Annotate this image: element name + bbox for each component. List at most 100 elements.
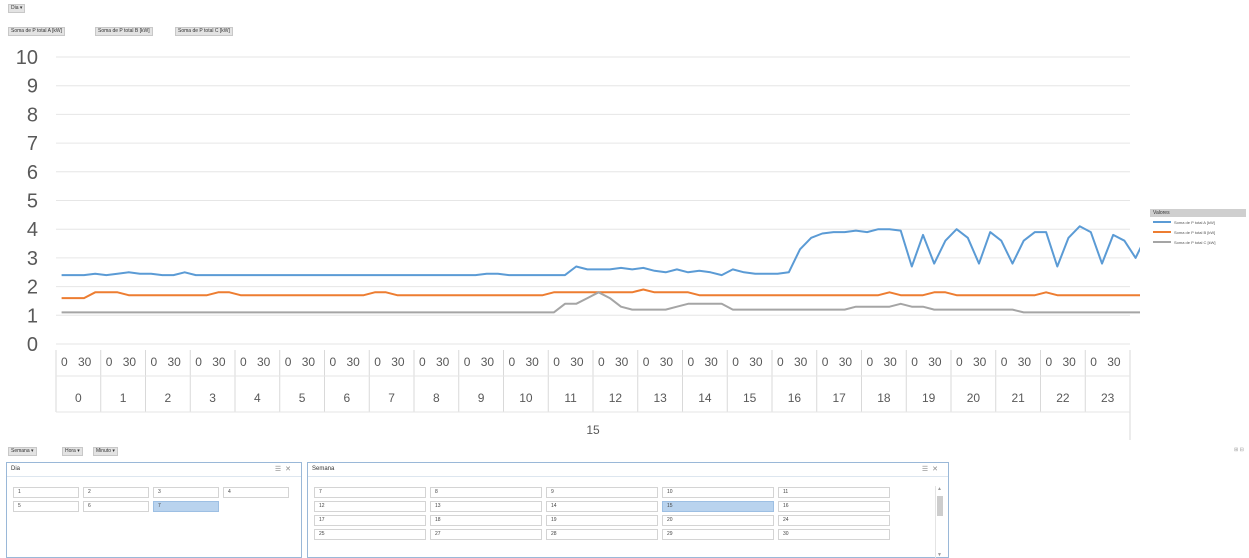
- clear-filter-icon[interactable]: ✕: [285, 466, 295, 473]
- scroll-thumb[interactable]: [937, 496, 943, 516]
- slicer-semana-item-10[interactable]: 10: [662, 487, 774, 498]
- x-minute-tick-label: 30: [347, 355, 361, 369]
- slicer-semana-item-8[interactable]: 8: [430, 487, 542, 498]
- value-field-button-c[interactable]: Soma de P total C [kW]: [175, 27, 233, 36]
- scroll-up-icon[interactable]: ▲: [937, 486, 942, 492]
- x-minute-tick-label: 30: [794, 355, 808, 369]
- x-minute-tick-label: 30: [749, 355, 763, 369]
- y-tick-label: 3: [27, 248, 38, 270]
- row-field-semana-button[interactable]: Semana ▾: [8, 447, 37, 456]
- x-hour-label: 17: [832, 391, 846, 405]
- dia-filter-button[interactable]: Dia ▾: [8, 4, 26, 13]
- x-minute-tick-label: 30: [705, 355, 719, 369]
- legend-label-c: Soma de P total C [kW]: [1174, 239, 1216, 245]
- multi-select-icon[interactable]: ☰: [921, 466, 933, 473]
- slicer-semana-item-30[interactable]: 30: [778, 529, 890, 540]
- slicer-semana-item-14[interactable]: 14: [546, 501, 658, 512]
- slicer-semana-item-28[interactable]: 28: [546, 529, 658, 540]
- series-line-b: [61, 288, 1140, 300]
- value-field-button-b[interactable]: Soma de P total B [kW]: [95, 27, 153, 36]
- y-tick-label: 1: [27, 305, 38, 327]
- slicer-dia-item-7[interactable]: 7: [153, 501, 219, 512]
- slicer-semana-items: 7 8 9 10 11 12 13 14 15 16 17 18 19 20 24 25 27 28 29 30: [314, 487, 890, 540]
- row-field-semana-label: Semana: [11, 448, 30, 454]
- row-field-minuto-button[interactable]: Minuto ▾: [93, 447, 118, 456]
- expand-collapse-icon[interactable]: ⊞ ⊟: [1234, 447, 1244, 453]
- slicer-semana-item-11[interactable]: 11: [778, 487, 890, 498]
- y-tick-label: 7: [27, 133, 38, 155]
- slicer-semana-item-24[interactable]: 24: [778, 515, 890, 526]
- slicer-semana-item-25[interactable]: 25: [314, 529, 426, 540]
- slicer-semana-title: Semana: [312, 466, 335, 472]
- x-minute-tick-label: 30: [928, 355, 942, 369]
- slicer-semana-item-20[interactable]: 20: [662, 515, 774, 526]
- x-minute-tick-label: 30: [1107, 355, 1121, 369]
- multi-select-icon[interactable]: ☰: [274, 466, 286, 473]
- x-minute-tick-label: 0: [598, 355, 605, 369]
- dropdown-icon: ▾: [112, 448, 115, 454]
- slicer-semana-item-15[interactable]: 15: [662, 501, 774, 512]
- row-field-hora-button[interactable]: Hora ▾: [62, 447, 83, 456]
- filter-icon: ▾: [19, 5, 23, 11]
- x-minute-tick-label: 30: [212, 355, 226, 369]
- chart-legend: Valores Soma de P total A [kW] Soma de P…: [1150, 209, 1246, 247]
- x-minute-tick-label: 0: [867, 355, 874, 369]
- slicer-semana: Semana ☰✕ 7 8 9 10 11 12 13 14 15 16 17 18 19 20 24 25 2…: [307, 462, 949, 558]
- x-minute-tick-label: 30: [168, 355, 182, 369]
- slicer-semana-item-18[interactable]: 18: [430, 515, 542, 526]
- x-minute-tick-label: 0: [1001, 355, 1008, 369]
- x-minute-tick-label: 0: [777, 355, 784, 369]
- slicer-dia-item-1[interactable]: 1: [13, 487, 79, 498]
- x-minute-tick-label: 0: [374, 355, 381, 369]
- x-minute-tick-label: 0: [151, 355, 158, 369]
- slicer-dia-title: Dia: [11, 466, 21, 472]
- x-minute-tick-label: 30: [973, 355, 987, 369]
- x-hour-label: 2: [165, 391, 172, 405]
- x-hour-label: 9: [478, 391, 485, 405]
- slicer-dia-item-5[interactable]: 5: [13, 501, 79, 512]
- x-hour-label: 7: [388, 391, 395, 405]
- slicer-semana-item-7[interactable]: 7: [314, 487, 426, 498]
- slicer-dia-item-4[interactable]: 4: [223, 487, 289, 498]
- x-minute-tick-label: 0: [419, 355, 426, 369]
- row-field-minuto-label: Minuto: [96, 448, 112, 454]
- slicer-semana-item-9[interactable]: 9: [546, 487, 658, 498]
- legend-item-c: Soma de P total C [kW]: [1150, 237, 1246, 247]
- x-hour-label: 11: [564, 391, 577, 405]
- x-minute-tick-label: 30: [257, 355, 271, 369]
- y-tick-label: 9: [27, 76, 38, 98]
- x-minute-tick-label: 30: [570, 355, 584, 369]
- x-minute-tick-label: 0: [553, 355, 560, 369]
- x-hour-label: 13: [653, 391, 667, 405]
- x-minute-tick-label: 0: [911, 355, 918, 369]
- y-tick-label: 2: [27, 277, 38, 299]
- series-line-a: [61, 225, 1140, 277]
- slicer-semana-scrollbar[interactable]: ▲ ▼: [935, 486, 944, 558]
- series-line-c: [61, 291, 1140, 314]
- slicer-semana-item-29[interactable]: 29: [662, 529, 774, 540]
- x-minute-tick-label: 0: [464, 355, 471, 369]
- clear-filter-icon[interactable]: ✕: [932, 466, 942, 473]
- x-minute-tick-label: 30: [481, 355, 495, 369]
- slicer-semana-item-13[interactable]: 13: [430, 501, 542, 512]
- y-tick-label: 8: [27, 104, 38, 126]
- y-tick-label: 10: [16, 47, 38, 69]
- slicer-dia-item-3[interactable]: 3: [153, 487, 219, 498]
- slicer-dia-header: Dia ☰✕: [7, 463, 301, 477]
- slicer-semana-item-16[interactable]: 16: [778, 501, 890, 512]
- x-minute-tick-label: 30: [436, 355, 450, 369]
- x-hour-label: 3: [209, 391, 216, 405]
- slicer-semana-item-12[interactable]: 12: [314, 501, 426, 512]
- slicer-dia-item-6[interactable]: 6: [83, 501, 149, 512]
- slicer-semana-item-27[interactable]: 27: [430, 529, 542, 540]
- slicer-semana-item-17[interactable]: 17: [314, 515, 426, 526]
- x-minute-tick-label: 0: [330, 355, 337, 369]
- slicer-semana-item-19[interactable]: 19: [546, 515, 658, 526]
- x-minute-tick-label: 30: [1018, 355, 1032, 369]
- scroll-down-icon[interactable]: ▼: [937, 552, 942, 558]
- value-field-button-a[interactable]: Soma de P total A [kW]: [8, 27, 66, 36]
- x-minute-tick-label: 30: [1063, 355, 1077, 369]
- x-minute-tick-label: 0: [61, 355, 68, 369]
- slicer-dia-item-2[interactable]: 2: [83, 487, 149, 498]
